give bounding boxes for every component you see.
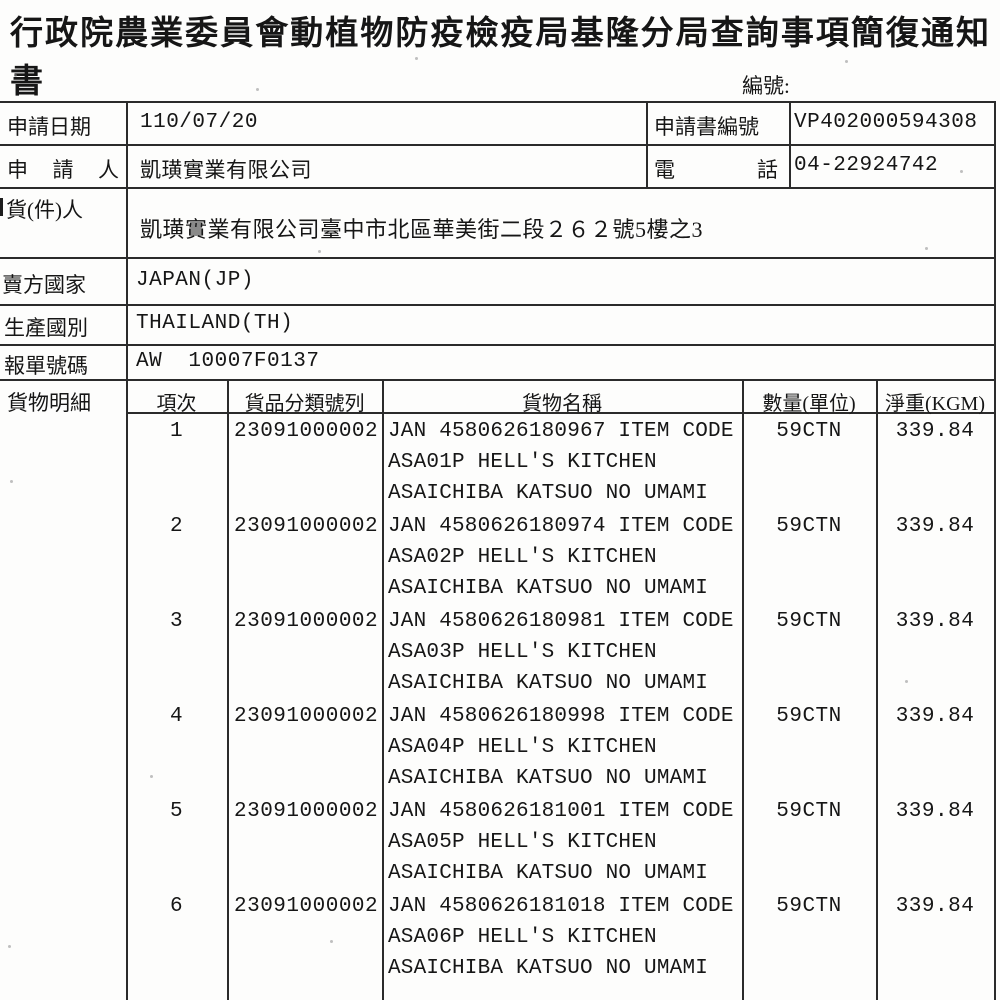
field-label-seller-country: 賣方國家	[2, 273, 86, 297]
quantity: 59CTN	[776, 515, 842, 538]
ref-number-label: 編號:	[742, 74, 790, 98]
item-no: 5	[169, 800, 184, 823]
grid-line-h	[0, 344, 996, 346]
goods-name-line: ASAICHIBA KATSUO NO UMAMI	[388, 862, 709, 885]
field-value-declaration-no: AW 10007F0137	[136, 350, 320, 373]
field-label-goods-detail: 貨物明細	[7, 391, 91, 415]
quantity: 59CTN	[776, 705, 842, 728]
goods-name-line: ASA06P HELL'S KITCHEN	[388, 926, 657, 949]
grid-line-v	[382, 379, 384, 1000]
hs-code: 23091000002	[234, 705, 379, 728]
item-no: 1	[169, 420, 184, 443]
scan-speck	[330, 940, 333, 943]
goods-name-line: ASAICHIBA KATSUO NO UMAMI	[388, 482, 709, 505]
field-label-phone: 電 話	[654, 158, 778, 182]
grid-line-h	[0, 257, 996, 259]
grid-line-v	[227, 379, 229, 1000]
goods-name-line: ASA01P HELL'S KITCHEN	[388, 451, 657, 474]
hs-code: 23091000002	[234, 895, 379, 918]
goods-name-line: ASA03P HELL'S KITCHEN	[388, 641, 657, 664]
scan-speck	[960, 170, 963, 173]
goods-name-line: JAN 4580626181018 ITEM CODE	[388, 895, 734, 918]
scan-speck	[10, 480, 13, 483]
field-value-phone: 04-22924742	[794, 154, 939, 177]
field-value-consignee: 凱璜實業有限公司臺中市北區華美街二段２６２號5樓之3	[140, 217, 704, 242]
goods-name-line: ASA05P HELL'S KITCHEN	[388, 831, 657, 854]
page-title: 行政院農業委員會動植物防疫檢疫局基隆分局查詢事項簡復通知書	[10, 16, 990, 100]
scan-speck	[318, 250, 321, 253]
grid-line-v	[876, 379, 878, 1000]
scan-speck	[150, 775, 153, 778]
hs-code: 23091000002	[234, 515, 379, 538]
goods-name-line: JAN 4580626181001 ITEM CODE	[388, 800, 734, 823]
quantity: 59CTN	[776, 800, 842, 823]
grid-line-v	[742, 379, 744, 1000]
scan-speck	[256, 88, 259, 91]
field-label-consignee: 貨(件)人	[6, 198, 83, 222]
goods-name-line: ASAICHIBA KATSUO NO UMAMI	[388, 577, 709, 600]
scan-speck	[415, 57, 418, 60]
grid-line-v	[646, 101, 648, 189]
net-weight: 339.84	[895, 610, 975, 633]
scan-speck	[14, 74, 17, 77]
field-label-apply-date: 申請日期	[7, 115, 91, 139]
quantity: 59CTN	[776, 420, 842, 443]
scan-speck	[925, 247, 928, 250]
table-header-hs-code: 貨品分類號列	[244, 393, 365, 415]
net-weight: 339.84	[895, 515, 975, 538]
goods-name-line: ASAICHIBA KATSUO NO UMAMI	[388, 672, 709, 695]
item-no: 3	[169, 610, 184, 633]
grid-line-h	[0, 379, 996, 381]
goods-name-line: ASA04P HELL'S KITCHEN	[388, 736, 657, 759]
net-weight: 339.84	[895, 420, 975, 443]
goods-name-line: JAN 4580626180967 ITEM CODE	[388, 420, 734, 443]
grid-line-h	[0, 304, 996, 306]
grid-line-h	[0, 144, 996, 146]
field-value-application-no: VP402000594308	[794, 111, 978, 134]
grid-line-v	[789, 101, 791, 189]
table-header-goods-name: 貨物名稱	[522, 393, 602, 415]
table-header-quantity: 數量(單位)	[762, 393, 856, 415]
hs-code: 23091000002	[234, 610, 379, 633]
scan-speck	[845, 60, 848, 63]
grid-line-v	[994, 101, 996, 1000]
quantity: 59CTN	[776, 610, 842, 633]
goods-name-line: JAN 4580626180981 ITEM CODE	[388, 610, 734, 633]
hs-code: 23091000002	[234, 420, 379, 443]
goods-name-line: ASAICHIBA KATSUO NO UMAMI	[388, 957, 709, 980]
grid-line-h	[0, 187, 996, 189]
table-header-net-weight: 淨重(KGM)	[885, 393, 985, 415]
field-value-apply-date: 110/07/20	[140, 111, 258, 134]
item-no: 4	[169, 705, 184, 728]
goods-name-line: JAN 4580626180998 ITEM CODE	[388, 705, 734, 728]
net-weight: 339.84	[895, 895, 975, 918]
item-no: 2	[169, 515, 184, 538]
clipped-character-fragment	[0, 198, 3, 216]
net-weight: 339.84	[895, 800, 975, 823]
quantity: 59CTN	[776, 895, 842, 918]
scan-speck	[905, 680, 908, 683]
field-value-applicant: 凱璜實業有限公司	[140, 158, 312, 182]
goods-name-line: JAN 4580626180974 ITEM CODE	[388, 515, 734, 538]
grid-line-h	[126, 412, 996, 414]
grid-line-h	[0, 101, 996, 103]
hs-code: 23091000002	[234, 800, 379, 823]
field-label-application-no: 申請書編號	[654, 115, 759, 139]
item-no: 6	[169, 895, 184, 918]
field-value-seller-country: JAPAN(JP)	[136, 269, 254, 292]
field-value-origin-country: THAILAND(TH)	[136, 312, 294, 335]
field-label-declaration-no: 報單號碼	[4, 354, 88, 378]
grid-line-v	[126, 101, 128, 1000]
scan-speck	[8, 945, 11, 948]
table-header-item-no: 項次	[156, 393, 197, 415]
goods-name-line: ASA02P HELL'S KITCHEN	[388, 546, 657, 569]
field-label-applicant: 申 請 人	[7, 158, 119, 182]
net-weight: 339.84	[895, 705, 975, 728]
goods-name-line: ASAICHIBA KATSUO NO UMAMI	[388, 767, 709, 790]
field-label-origin-country: 生產國別	[4, 316, 88, 340]
